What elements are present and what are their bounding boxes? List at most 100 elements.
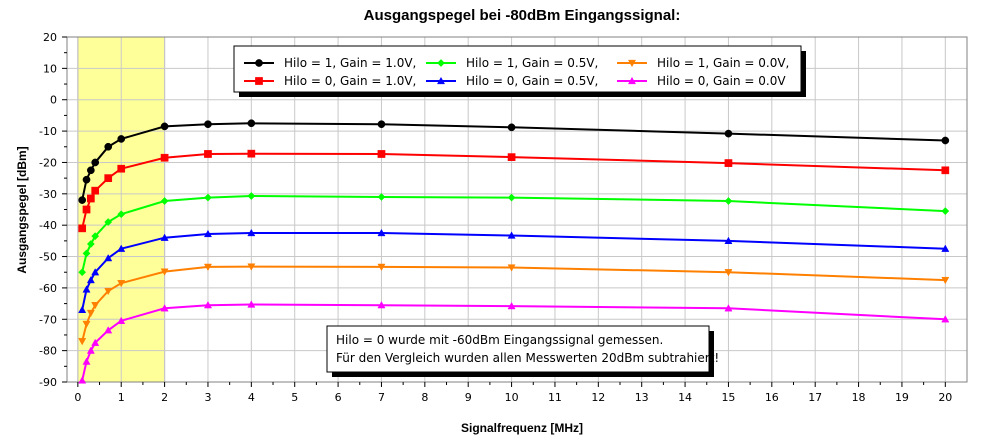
legend-label: Hilo = 0, Gain = 0.5V, [466,74,598,88]
legend-item: Hilo = 1, Gain = 1.0V, [244,56,416,70]
x-tick-label: 12 [591,391,605,404]
data-point [507,153,516,161]
data-point [941,315,950,323]
data-point [117,164,126,173]
data-point [160,197,169,205]
data-point [941,136,950,145]
x-tick-label: 15 [721,391,735,404]
data-point [86,346,95,354]
y-tick-label: -80 [39,345,57,358]
data-point [377,120,386,129]
data-point [78,196,87,204]
x-tick-label: 3 [204,391,211,404]
x-tick-label: 4 [248,391,255,404]
data-point [941,166,950,175]
data-point [377,193,386,201]
legend-label: Hilo = 1, Gain = 1.0V, [284,56,416,70]
x-tick-label: 19 [895,391,909,404]
note-box: Hilo = 0 wurde mit -60dBm Eingangssignal… [326,325,719,377]
legend-item: Hilo = 1, Gain = 0.5V, [426,56,598,70]
data-point [160,153,169,162]
series-line [81,122,946,201]
data-point [104,253,113,262]
data-point [203,301,212,309]
data-point [724,129,733,138]
x-tick-label: 9 [465,391,472,404]
data-point [91,338,100,346]
x-axis-title: Signalfrequenz [MHz] [461,421,583,435]
data-point [91,302,100,310]
data-point [204,120,212,129]
x-tick-label: 11 [548,391,562,404]
data-point [204,193,212,202]
x-tick-label: 7 [378,391,385,404]
data-point [203,229,212,238]
data-point [204,150,212,158]
data-point [160,122,169,131]
data-point [507,193,516,202]
data-point [247,192,256,200]
y-tick-label: -90 [39,376,57,389]
data-point [247,228,256,237]
legend-marker [436,76,446,85]
y-tick-label: -60 [39,282,57,295]
data-point [86,240,95,248]
x-tick-label: 14 [678,391,692,404]
data-point [104,142,113,151]
y-axis-title: Ausgangspegel [dBm] [15,146,29,273]
legend-label: Hilo = 1, Gain = 0.5V, [466,56,598,70]
legend-marker [255,77,263,85]
legend-item: Hilo = 0, Gain = 1.0V, [244,74,416,88]
y-tick-label: -20 [39,156,57,169]
x-tick-label: 1 [118,391,125,404]
data-point [86,275,95,284]
x-tick-label: 10 [505,391,519,404]
y-tick-label: -30 [39,188,57,201]
legend-label: Hilo = 1, Gain = 0.0V, [657,56,789,70]
y-tick-label: -40 [39,219,57,232]
data-point [247,263,256,271]
data-point [247,300,256,308]
data-point [91,268,100,276]
data-point [203,263,212,272]
x-tick-label: 5 [291,391,298,404]
y-tick-label: -50 [39,251,57,264]
data-point [82,175,91,184]
data-point [87,194,95,203]
x-tick-label: 2 [161,391,168,404]
data-point [507,123,516,132]
series-lines [78,119,950,384]
data-point [78,338,87,346]
y-tick-label: -10 [39,125,57,138]
note-line-1: Hilo = 0 wurde mit -60dBm Eingangssignal… [336,333,663,347]
data-point [724,197,733,205]
x-tick-label: 13 [635,391,649,404]
series-6 [78,300,950,384]
data-point [507,231,516,239]
data-point [86,309,95,318]
data-point [82,320,91,329]
data-point [82,357,91,365]
data-point [104,218,113,226]
data-point [117,244,126,252]
legend-item: Hilo = 1, Gain = 0.0V, [617,56,789,70]
data-point [104,326,113,334]
data-point [82,249,91,258]
x-tick-label: 6 [335,391,342,404]
data-point [941,207,950,216]
x-tick-label: 8 [421,391,428,404]
data-point [78,268,87,277]
data-point [724,236,733,244]
data-point [377,263,386,272]
data-point [78,224,87,233]
series-4 [78,228,950,313]
data-point [117,316,126,324]
x-tick-label: 18 [852,391,866,404]
x-tick-label: 0 [74,391,81,404]
data-point [91,158,100,167]
data-point [507,301,516,310]
data-point [104,287,113,296]
series-1 [78,119,950,204]
y-tick-label: 0 [50,94,57,107]
data-point [82,285,91,293]
